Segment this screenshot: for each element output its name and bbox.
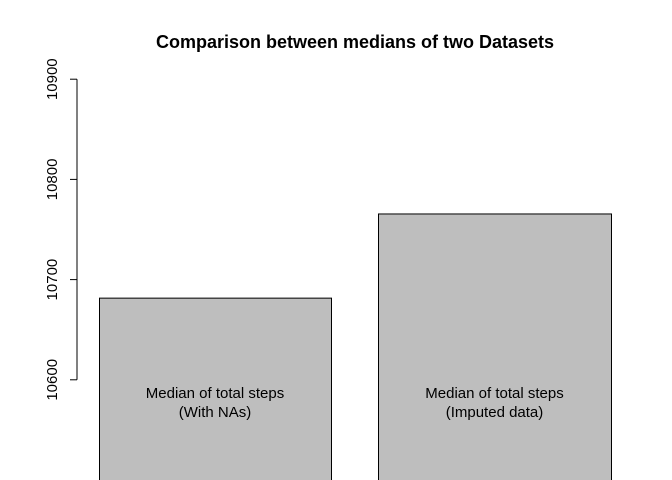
bar-label: Median of total steps [146, 385, 284, 402]
chart-title: Comparison between medians of two Datase… [156, 32, 554, 52]
y-tick-label: 10700 [44, 259, 61, 301]
y-tick-label: 10800 [44, 159, 61, 201]
y-tick-label: 10900 [44, 58, 61, 100]
bar-1 [99, 297, 332, 480]
bars-group [99, 213, 612, 480]
bar-label: (With NAs) [179, 404, 252, 421]
bar-label: (Imputed data) [446, 404, 544, 421]
bar-label: Median of total steps [425, 385, 563, 402]
y-axis: 10600 10700 10800 10900 [44, 58, 78, 401]
bar-2 [378, 213, 612, 480]
bar-labels-group: Median of total steps (With NAs) Median of… [146, 385, 564, 421]
y-tick-label: 10600 [44, 359, 61, 401]
